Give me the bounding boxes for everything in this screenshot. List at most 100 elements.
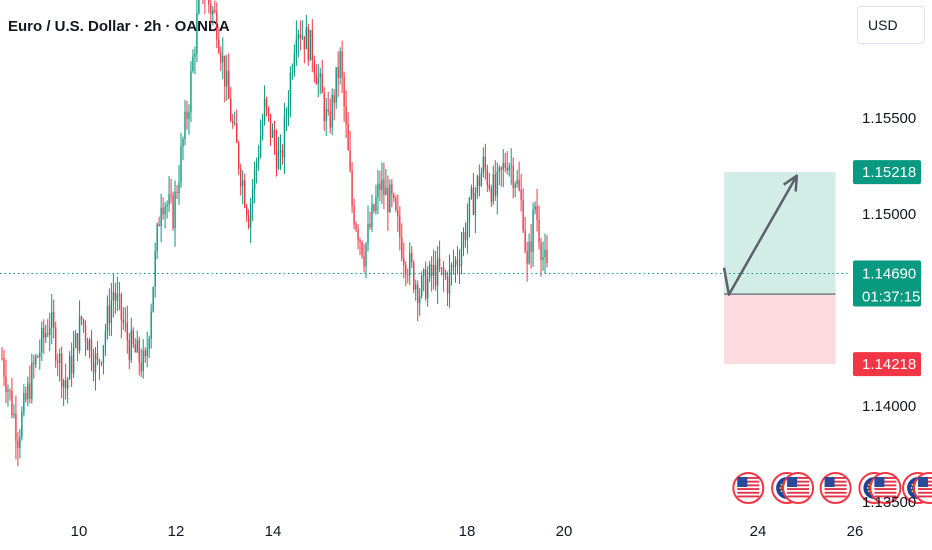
candle	[478, 164, 481, 197]
candle	[82, 318, 85, 333]
candle-body	[520, 189, 522, 200]
flag-stripe	[874, 480, 897, 483]
flag-stripe	[737, 488, 760, 490]
candle	[407, 268, 409, 284]
us-flag-icon[interactable]	[913, 472, 932, 504]
flag-canton	[874, 477, 885, 487]
candle-body	[150, 311, 152, 339]
candle-body	[164, 206, 166, 215]
us-flag-icon[interactable]	[869, 472, 902, 504]
candle	[335, 67, 337, 109]
candle	[263, 85, 266, 126]
candle	[397, 194, 399, 232]
forecast-arrow	[722, 174, 798, 296]
candle-body	[518, 179, 520, 190]
us-flag-icon[interactable]	[782, 472, 815, 504]
candle-body	[393, 194, 395, 198]
candle-body	[174, 191, 176, 229]
candle	[194, 46, 196, 75]
candle	[281, 144, 284, 165]
flag-stripe	[737, 491, 760, 494]
candle-body	[96, 353, 99, 361]
candle	[208, 0, 210, 14]
flag-star	[910, 487, 913, 489]
candle	[230, 86, 232, 123]
candle	[273, 120, 276, 156]
candle-body	[387, 187, 389, 212]
candle	[86, 337, 89, 351]
candle	[349, 130, 351, 173]
candle	[522, 188, 524, 233]
events-layer[interactable]	[732, 472, 932, 504]
candle-body	[297, 34, 300, 40]
candle	[506, 151, 508, 175]
candle	[232, 113, 234, 129]
candle	[261, 113, 264, 141]
candle-body	[365, 243, 367, 267]
candle-body	[512, 165, 514, 188]
candle	[472, 172, 475, 216]
price-axis[interactable]: 1.155001.150001.140001.135001.152181.145…	[853, 110, 921, 511]
candle	[367, 205, 369, 252]
candle	[126, 305, 129, 354]
candle-body	[35, 356, 37, 365]
candle-body	[68, 356, 71, 380]
candle-body	[335, 67, 337, 103]
us-flag-icon[interactable]	[819, 472, 852, 504]
candle-body	[148, 338, 150, 349]
candle-body	[92, 363, 95, 373]
candle	[7, 384, 9, 407]
candle-body	[118, 294, 121, 296]
candle	[122, 307, 125, 331]
candle-body	[470, 187, 473, 198]
candle	[540, 237, 542, 277]
last-price-tag: 1.14690 01:37:15	[853, 260, 921, 307]
us-flag-icon[interactable]	[732, 472, 765, 504]
candles-layer	[1, 0, 548, 467]
flag-canton	[918, 477, 929, 487]
time-axis[interactable]: 10121418202426Jul	[71, 523, 932, 540]
candle-body	[315, 73, 317, 85]
currency-button[interactable]: USD	[857, 6, 925, 44]
candle	[440, 267, 443, 276]
candle	[450, 262, 453, 286]
candle-body	[25, 392, 27, 400]
candle	[180, 132, 182, 188]
candle-body	[142, 350, 144, 372]
candle-body	[19, 437, 21, 448]
candle	[234, 111, 236, 126]
candle	[277, 137, 280, 170]
candle	[39, 339, 41, 370]
candle-body	[208, 0, 210, 5]
candle-body	[140, 362, 142, 372]
candle-body	[238, 142, 240, 169]
candle	[257, 144, 260, 171]
candle-body	[100, 362, 103, 364]
candle-body	[130, 330, 132, 361]
candle	[424, 261, 427, 301]
candle	[395, 195, 397, 213]
candle	[411, 246, 413, 269]
position-layer[interactable]	[724, 172, 836, 365]
candle	[524, 217, 526, 254]
candle	[484, 143, 487, 180]
time-tick-label: 14	[265, 523, 282, 540]
candle	[271, 123, 274, 139]
price-tag-box	[853, 352, 921, 377]
candle	[188, 104, 190, 135]
candle	[498, 165, 500, 186]
candle	[488, 172, 491, 192]
candle-body	[23, 392, 25, 413]
candle	[64, 363, 67, 400]
candle	[343, 71, 345, 122]
candle	[357, 224, 359, 250]
candle-body	[247, 215, 250, 228]
flag-stripe	[787, 495, 810, 498]
candle-body	[289, 72, 292, 106]
candle	[9, 388, 11, 401]
candle-body	[53, 311, 55, 328]
candle-body	[21, 412, 23, 438]
candle	[546, 235, 548, 268]
